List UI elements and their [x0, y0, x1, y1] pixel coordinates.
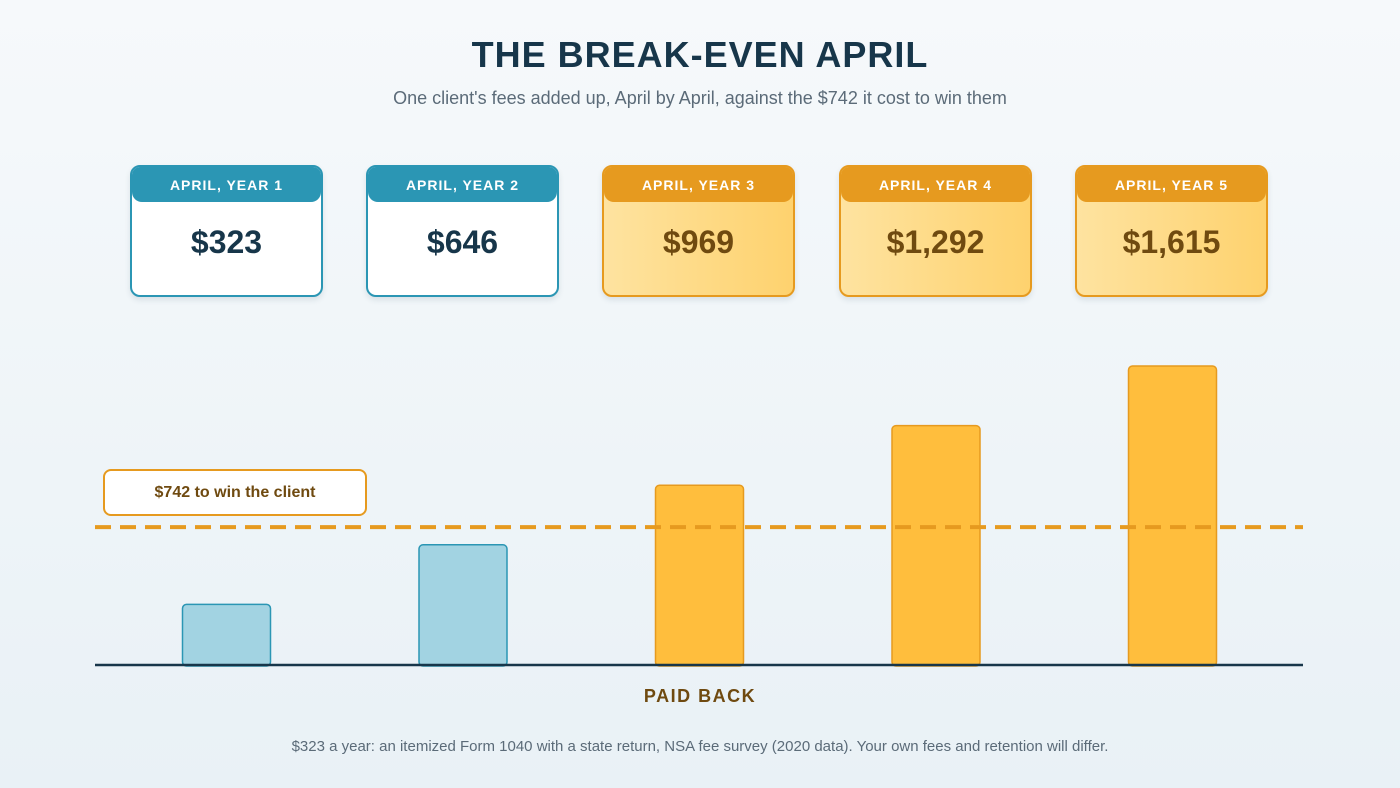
card-value: $969 [662, 224, 735, 260]
chart-subtitle: One client's fees added up, April by Apr… [393, 88, 1007, 108]
card-year-2: APRIL, YEAR 2 $646 [366, 165, 559, 297]
card-year-5: APRIL, YEAR 5 $1,615 [1075, 165, 1268, 297]
bar-year-3 [654, 484, 745, 667]
threshold-label: $742 to win the client [103, 469, 367, 516]
bar-year-2 [418, 544, 508, 667]
bar-year-1 [181, 603, 272, 667]
card-label: APRIL, YEAR 3 [604, 167, 793, 202]
card-value: $1,615 [1122, 224, 1221, 260]
card-year-3: APRIL, YEAR 3 $969 [602, 165, 795, 297]
card-year-1: APRIL, YEAR 1 $323 [130, 165, 323, 297]
chart-title: THE BREAK-EVEN APRIL [471, 34, 929, 75]
card-label: APRIL, YEAR 4 [841, 167, 1030, 202]
bar-year-4 [891, 424, 981, 667]
card-value: $323 [190, 224, 263, 260]
footnote: $323 a year: an itemized Form 1040 with … [291, 738, 1109, 755]
bar-year-5 [1127, 365, 1218, 667]
card-year-4: APRIL, YEAR 4 $1,292 [839, 165, 1032, 297]
card-label: APRIL, YEAR 1 [132, 167, 321, 202]
card-label: APRIL, YEAR 5 [1077, 167, 1266, 202]
card-label: APRIL, YEAR 2 [368, 167, 557, 202]
card-value: $1,292 [886, 224, 985, 260]
x-axis-label: PAID BACK [643, 686, 757, 706]
card-value: $646 [426, 224, 499, 260]
